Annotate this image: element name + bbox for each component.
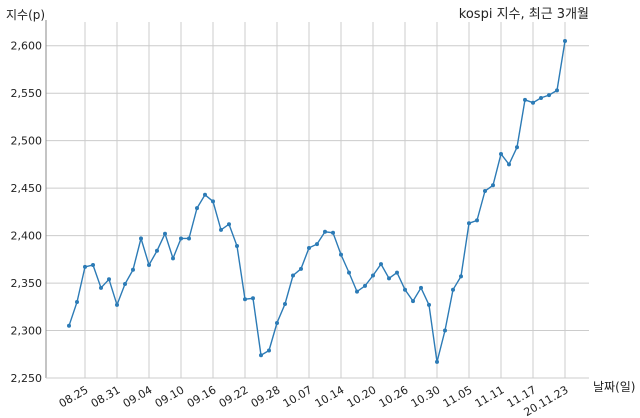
- data-point: [539, 95, 543, 100]
- data-point: [307, 245, 311, 250]
- data-point: [483, 188, 487, 193]
- data-point: [187, 236, 191, 241]
- data-point: [163, 231, 167, 236]
- axes: [45, 20, 589, 379]
- x-tick-label: 08.31: [89, 383, 123, 410]
- data-point: [243, 297, 247, 302]
- y-tick-label: 2,550: [11, 87, 43, 100]
- data-point: [259, 353, 263, 358]
- data-point: [387, 276, 391, 281]
- data-point: [123, 282, 127, 287]
- data-point: [451, 287, 455, 292]
- data-point: [83, 264, 87, 269]
- data-point: [275, 320, 279, 325]
- y-tick-label: 2,350: [11, 277, 43, 290]
- data-point: [459, 274, 463, 279]
- x-tick-label: 10.26: [377, 383, 411, 410]
- data-point: [395, 270, 399, 275]
- data-point: [219, 227, 223, 232]
- data-point: [267, 348, 271, 353]
- x-tick-label: 10.20: [345, 383, 379, 410]
- x-tick-label: 09.04: [121, 383, 155, 410]
- data-point: [371, 273, 375, 278]
- data-point: [147, 263, 151, 268]
- chart-title: kospi 지수, 최근 3개월: [459, 7, 589, 22]
- data-point: [531, 100, 535, 105]
- data-point: [99, 285, 103, 290]
- y-tick-label: 2,250: [11, 372, 43, 385]
- y-tick-label: 2,500: [11, 135, 43, 148]
- x-tick-label: 11.11: [473, 383, 507, 410]
- data-point: [427, 302, 431, 307]
- data-point: [235, 244, 239, 249]
- data-point: [155, 248, 159, 253]
- data-point: [107, 277, 111, 282]
- data-point: [547, 93, 551, 98]
- data-point: [283, 301, 287, 306]
- data-point: [363, 283, 367, 288]
- data-point: [75, 300, 79, 305]
- x-tick-label: 11.05: [441, 383, 475, 410]
- data-point: [443, 328, 447, 333]
- data-point: [467, 221, 471, 226]
- data-point: [131, 267, 135, 272]
- y-tick-label: 2,400: [11, 230, 43, 243]
- x-tick-label: 09.22: [217, 383, 251, 410]
- x-tick-label: 09.28: [249, 383, 283, 410]
- x-tick-label: 09.16: [185, 383, 219, 410]
- data-point: [419, 285, 423, 290]
- y-tick-label: 2,450: [11, 182, 43, 195]
- data-point: [227, 222, 231, 227]
- data-point: [347, 270, 351, 275]
- kospi-series-line: [68, 40, 566, 363]
- data-point: [523, 97, 527, 102]
- data-point: [91, 263, 95, 268]
- data-point: [171, 256, 175, 261]
- data-point: [323, 229, 327, 234]
- y-axis-label: 지수(p): [6, 8, 45, 22]
- grid-lines: [46, 22, 589, 379]
- data-point: [331, 230, 335, 235]
- data-point: [475, 218, 479, 223]
- data-point: [355, 289, 359, 294]
- y-tick-label: 2,600: [11, 40, 43, 53]
- series-layer: [67, 38, 567, 364]
- data-point: [555, 88, 559, 93]
- tick-labels: 2,250 2,300 2,350 2,400 2,450 2,500 2,550 2,600…: [11, 40, 571, 418]
- data-point: [379, 262, 383, 267]
- y-tick-label: 2,300: [11, 325, 43, 338]
- data-point: [403, 287, 407, 292]
- data-point: [211, 199, 215, 204]
- x-tick-label: 08.25: [57, 383, 91, 410]
- data-point: [67, 323, 71, 328]
- data-point: [491, 183, 495, 188]
- data-point: [299, 266, 303, 271]
- data-point: [563, 38, 567, 43]
- data-point: [515, 145, 519, 150]
- x-axis-label: 날짜(일): [593, 380, 635, 394]
- data-point: [291, 273, 295, 278]
- data-point: [315, 242, 319, 247]
- data-point: [115, 302, 119, 307]
- x-tick-label: 09.10: [153, 383, 187, 410]
- data-point: [139, 236, 143, 241]
- data-point: [195, 206, 199, 211]
- x-tick-label: 10.14: [313, 383, 347, 410]
- data-point: [435, 359, 439, 364]
- data-point: [411, 299, 415, 304]
- data-point: [507, 162, 511, 167]
- x-tick-label: 10.07: [281, 383, 315, 410]
- data-point: [203, 192, 207, 197]
- data-point: [179, 236, 183, 241]
- data-point: [339, 252, 343, 257]
- x-tick-label: 10.30: [409, 383, 443, 410]
- data-point: [251, 296, 255, 301]
- data-point: [499, 151, 503, 156]
